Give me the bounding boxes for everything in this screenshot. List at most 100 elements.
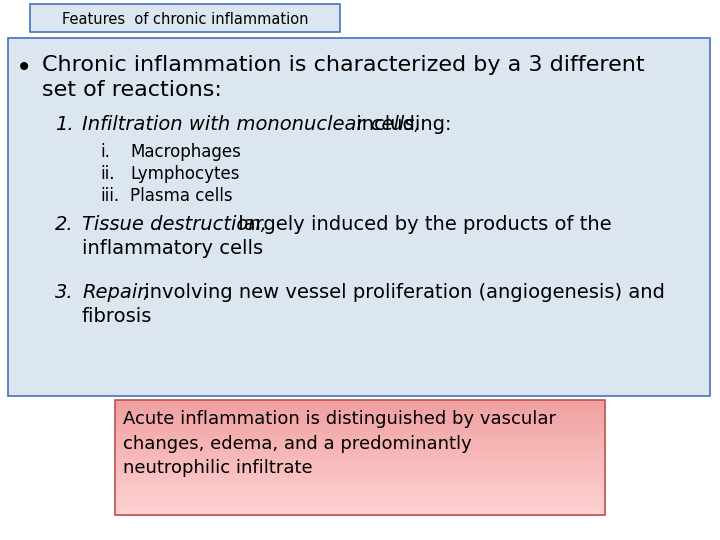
Bar (115, 418, 605, 421)
Bar (115, 495, 605, 497)
Text: set of reactions:: set of reactions: (42, 80, 222, 100)
Bar (115, 411, 605, 414)
Text: •: • (16, 54, 32, 82)
Bar (115, 443, 605, 445)
Bar (115, 427, 605, 429)
Bar (115, 477, 605, 480)
Text: involving new vessel proliferation (angiogenesis) and: involving new vessel proliferation (angi… (138, 283, 665, 302)
Bar (115, 479, 605, 481)
Bar (115, 492, 605, 494)
Text: inflammatory cells: inflammatory cells (82, 239, 263, 258)
Bar (115, 482, 605, 484)
Text: changes, edema, and a predominantly: changes, edema, and a predominantly (123, 435, 472, 453)
Text: including:: including: (350, 115, 451, 134)
Bar (115, 410, 605, 412)
Text: Repair,: Repair, (82, 283, 150, 302)
Text: Macrophages: Macrophages (130, 143, 241, 161)
Bar (115, 494, 605, 495)
Bar (115, 488, 605, 490)
Bar (115, 481, 605, 482)
Bar (115, 444, 605, 447)
Text: Features  of chronic inflammation: Features of chronic inflammation (62, 12, 308, 28)
Bar (115, 436, 605, 438)
Bar (115, 426, 605, 428)
Text: Tissue destruction,: Tissue destruction, (82, 215, 267, 234)
Bar (115, 439, 605, 441)
Bar (115, 430, 605, 432)
Bar (115, 403, 605, 405)
Bar (115, 489, 605, 491)
Bar (115, 475, 605, 477)
Bar (115, 422, 605, 423)
Bar (115, 465, 605, 467)
Bar (115, 456, 605, 458)
Bar (115, 417, 605, 419)
FancyBboxPatch shape (8, 38, 710, 396)
Bar (115, 463, 605, 465)
Bar (115, 457, 605, 460)
Bar (115, 474, 605, 475)
Text: Infiltration with mononuclear cells,: Infiltration with mononuclear cells, (82, 115, 420, 134)
Text: 1.: 1. (55, 115, 73, 134)
Bar (115, 423, 605, 425)
Bar (115, 507, 605, 508)
Bar (115, 483, 605, 485)
Bar (115, 449, 605, 451)
Text: fibrosis: fibrosis (82, 307, 153, 326)
Text: Plasma cells: Plasma cells (130, 187, 233, 205)
Text: largely induced by the products of the: largely induced by the products of the (232, 215, 611, 234)
Bar (115, 459, 605, 461)
Bar (115, 437, 605, 440)
Text: ii.: ii. (100, 165, 114, 183)
Bar (115, 499, 605, 501)
Bar (115, 511, 605, 512)
Bar (115, 453, 605, 455)
Bar (115, 446, 605, 448)
Bar (115, 455, 605, 456)
Bar (115, 496, 605, 498)
Bar (115, 431, 605, 434)
Bar (115, 406, 605, 408)
Text: Lymphocytes: Lymphocytes (130, 165, 240, 183)
Text: neutrophilic infiltrate: neutrophilic infiltrate (123, 460, 312, 477)
Bar (115, 420, 605, 422)
Bar (115, 472, 605, 474)
Text: 3.: 3. (55, 283, 73, 302)
Bar (115, 433, 605, 435)
Text: iii.: iii. (100, 187, 119, 205)
Bar (115, 512, 605, 514)
Bar (115, 416, 605, 418)
Bar (115, 469, 605, 471)
Bar (115, 404, 605, 406)
FancyBboxPatch shape (30, 4, 340, 32)
Text: 2.: 2. (55, 215, 73, 234)
Text: i.: i. (100, 143, 110, 161)
Bar (115, 476, 605, 478)
Bar (115, 448, 605, 449)
Bar (115, 498, 605, 500)
Bar (115, 509, 605, 511)
Bar (115, 409, 605, 410)
Bar (115, 424, 605, 427)
Bar (115, 502, 605, 504)
Bar (115, 435, 605, 436)
Text: Chronic inflammation is characterized by a 3 different: Chronic inflammation is characterized by… (42, 55, 644, 75)
Text: Acute inflammation is distinguished by vascular: Acute inflammation is distinguished by v… (123, 410, 556, 428)
Bar (115, 505, 605, 507)
Bar (115, 461, 605, 462)
Bar (115, 452, 605, 454)
Bar (115, 490, 605, 492)
Bar (115, 413, 605, 415)
Bar (115, 468, 605, 469)
Bar (115, 508, 605, 510)
Bar (115, 407, 605, 409)
Bar (115, 485, 605, 487)
Bar (115, 440, 605, 442)
Bar (115, 503, 605, 505)
Bar (115, 401, 605, 403)
Bar (115, 442, 605, 444)
Bar (115, 462, 605, 464)
Bar (115, 429, 605, 431)
Bar (115, 400, 605, 402)
Bar (115, 470, 605, 472)
